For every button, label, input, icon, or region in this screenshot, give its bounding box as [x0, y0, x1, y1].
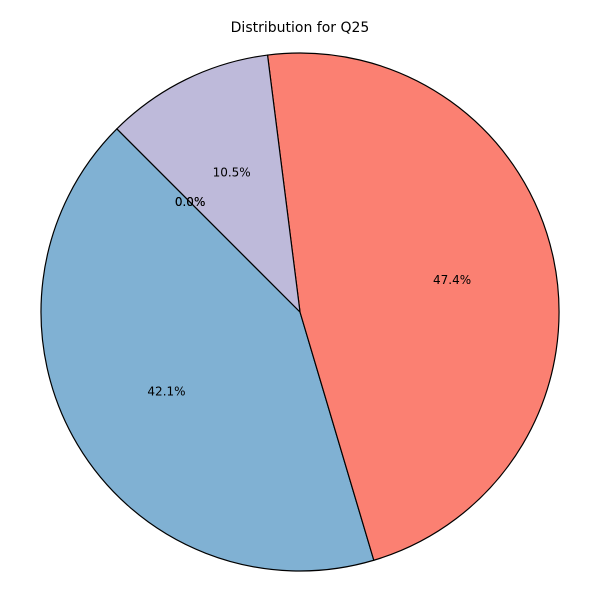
- pie-slice-label-1: 47.4%: [433, 273, 471, 287]
- pie-labels: 42.1%47.4%10.5%0.0%0.0%: [147, 165, 471, 398]
- chart-title: Distribution for Q25: [231, 20, 370, 36]
- pie-slice-label-0: 42.1%: [147, 385, 185, 399]
- pie-slice-0: [40, 128, 375, 572]
- pie-slice-1: [266, 52, 560, 561]
- pie-slice-label-3: 0.0%: [175, 195, 206, 209]
- pie-slice-2: [116, 54, 301, 313]
- pie-slice-label-2: 10.5%: [213, 165, 251, 179]
- pie-slices: [40, 52, 560, 572]
- pie-slice-label-4: 0.0%: [175, 195, 206, 209]
